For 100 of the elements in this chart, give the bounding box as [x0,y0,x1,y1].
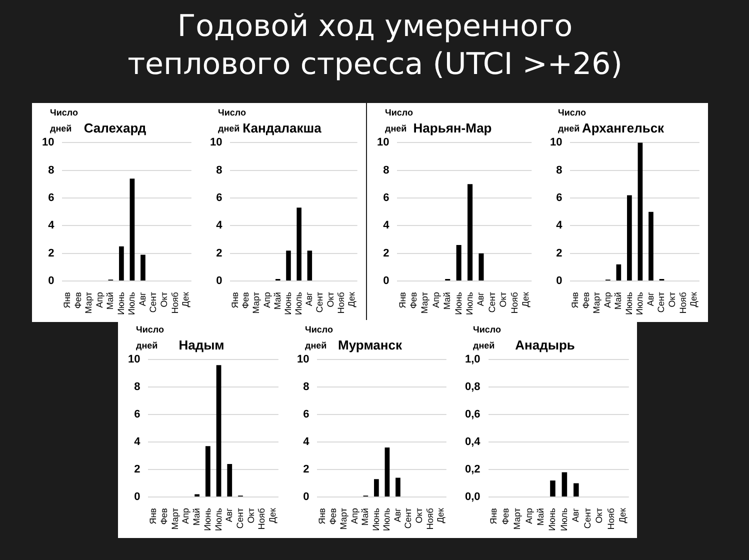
x-tick-label: Май [105,292,116,310]
bar [227,464,232,497]
bar [140,254,146,281]
y-tick-label: 0 [134,491,140,504]
y-tick-label: 2 [216,247,222,260]
y-tick-label: 8 [556,164,562,176]
bar [396,478,400,497]
bar [478,253,484,281]
x-tick-label: Июль [558,508,569,532]
bar [119,246,124,281]
x-tick-label: Фев [72,292,83,309]
x-tick-label: Дек [180,292,191,308]
y-axis-title: Число дней [136,324,164,350]
x-tick-label: Май [613,292,624,310]
y-tick-label: 4 [383,220,390,232]
y-tick-label: 0 [383,275,390,288]
x-tick-label: Май [442,292,452,310]
x-tick-label: Нояб [336,292,346,314]
y-tick-label: 0,0 [464,491,480,504]
y-tick-label: 4 [48,220,56,232]
bar [627,195,632,281]
x-tick-label: Июнь [116,292,126,315]
x-tick-label: Авг [304,291,314,306]
x-tick-label: Сент [486,292,497,313]
y-tick-label: 6 [48,192,54,204]
x-tick-label: Янв [317,508,328,524]
y-tick-label: 0 [303,491,310,504]
bar [574,483,579,497]
x-tick-label: Апр [349,508,360,524]
y-tick-label: 4 [216,220,224,232]
x-tick-label: Май [536,508,546,526]
x-tick-label: Июль [213,508,224,532]
x-tick-label: Июль [464,292,475,316]
x-tick-label: Дек [520,292,531,308]
x-tick-label: Нояб [678,292,688,314]
y-tick-label: 0,2 [464,464,480,476]
y-tick-label: 10 [128,354,140,366]
y-tick-label: 0 [556,275,562,288]
bar [296,208,302,281]
x-tick-label: Авг [392,507,402,522]
x-tick-label: Окт [246,508,256,524]
bar [286,250,291,281]
bar [374,479,379,497]
x-tick-label: Фев [240,292,251,309]
x-tick-label: Нояб [509,292,520,314]
x-tick-label: Дек [346,292,357,308]
x-tick-label: Май [192,508,202,526]
x-tick-label: Авг [224,507,234,522]
x-tick-label: Окт [325,292,336,308]
x-tick-label: Окт [158,292,169,308]
x-tick-label: Июль [126,292,137,316]
x-tick-label: Окт [414,508,424,524]
x-tick-label: Март [170,508,180,530]
bar [384,448,390,497]
x-tick-label: Март [592,292,602,314]
x-tick-label: Янв [148,508,158,524]
chart-title: Надым [178,337,224,352]
y-axis-title: Число дней [385,107,414,134]
bar [648,212,654,281]
y-tick-label: 2 [303,464,310,476]
y-tick-label: 8 [48,164,54,176]
x-tick-label: Авг [570,507,581,522]
x-tick-label: Июнь [547,508,558,531]
y-tick-label: 8 [134,381,140,394]
x-tick-label: Июнь [282,292,293,315]
x-tick-label: Май [272,292,282,310]
x-tick-label: Дек [268,508,278,524]
y-tick-label: 10 [550,136,562,149]
chart-title: Салехард [84,120,147,136]
chart-title: Архангельск [582,120,665,136]
x-tick-label: Апр [602,292,612,308]
x-tick-label: Июль [294,292,304,316]
y-tick-label: 6 [556,192,562,204]
x-tick-label: Март [512,508,522,530]
y-tick-label: 0 [216,275,222,288]
x-tick-label: Окт [594,508,604,524]
y-tick-label: 4 [134,436,142,448]
y-tick-label: 10 [210,136,222,149]
x-tick-label: Янв [62,292,72,308]
y-tick-label: 0 [48,275,54,288]
y-tick-label: 10 [296,354,310,366]
y-tick-label: 6 [216,192,222,204]
bar [616,264,622,281]
y-tick-label: 4 [303,436,310,448]
y-axis-title: Число дней [50,107,78,134]
bar [194,494,200,497]
x-tick-label: Фев [580,292,591,309]
x-tick-label: Апр [430,292,441,308]
x-tick-label: Июль [382,508,392,532]
x-tick-label: Янв [488,508,499,524]
y-tick-label: 6 [134,408,140,421]
x-tick-label: Янв [570,292,580,308]
x-tick-label: Сент [234,508,245,529]
y-tick-label: 0,4 [464,436,482,448]
x-tick-label: Сент [582,508,592,529]
x-tick-label: Сент [314,292,325,313]
chart-title: Анадырь [515,337,575,352]
x-tick-label: Фев [500,508,510,525]
y-tick-label: 0,6 [464,408,480,421]
x-tick-label: Авг [645,291,656,306]
